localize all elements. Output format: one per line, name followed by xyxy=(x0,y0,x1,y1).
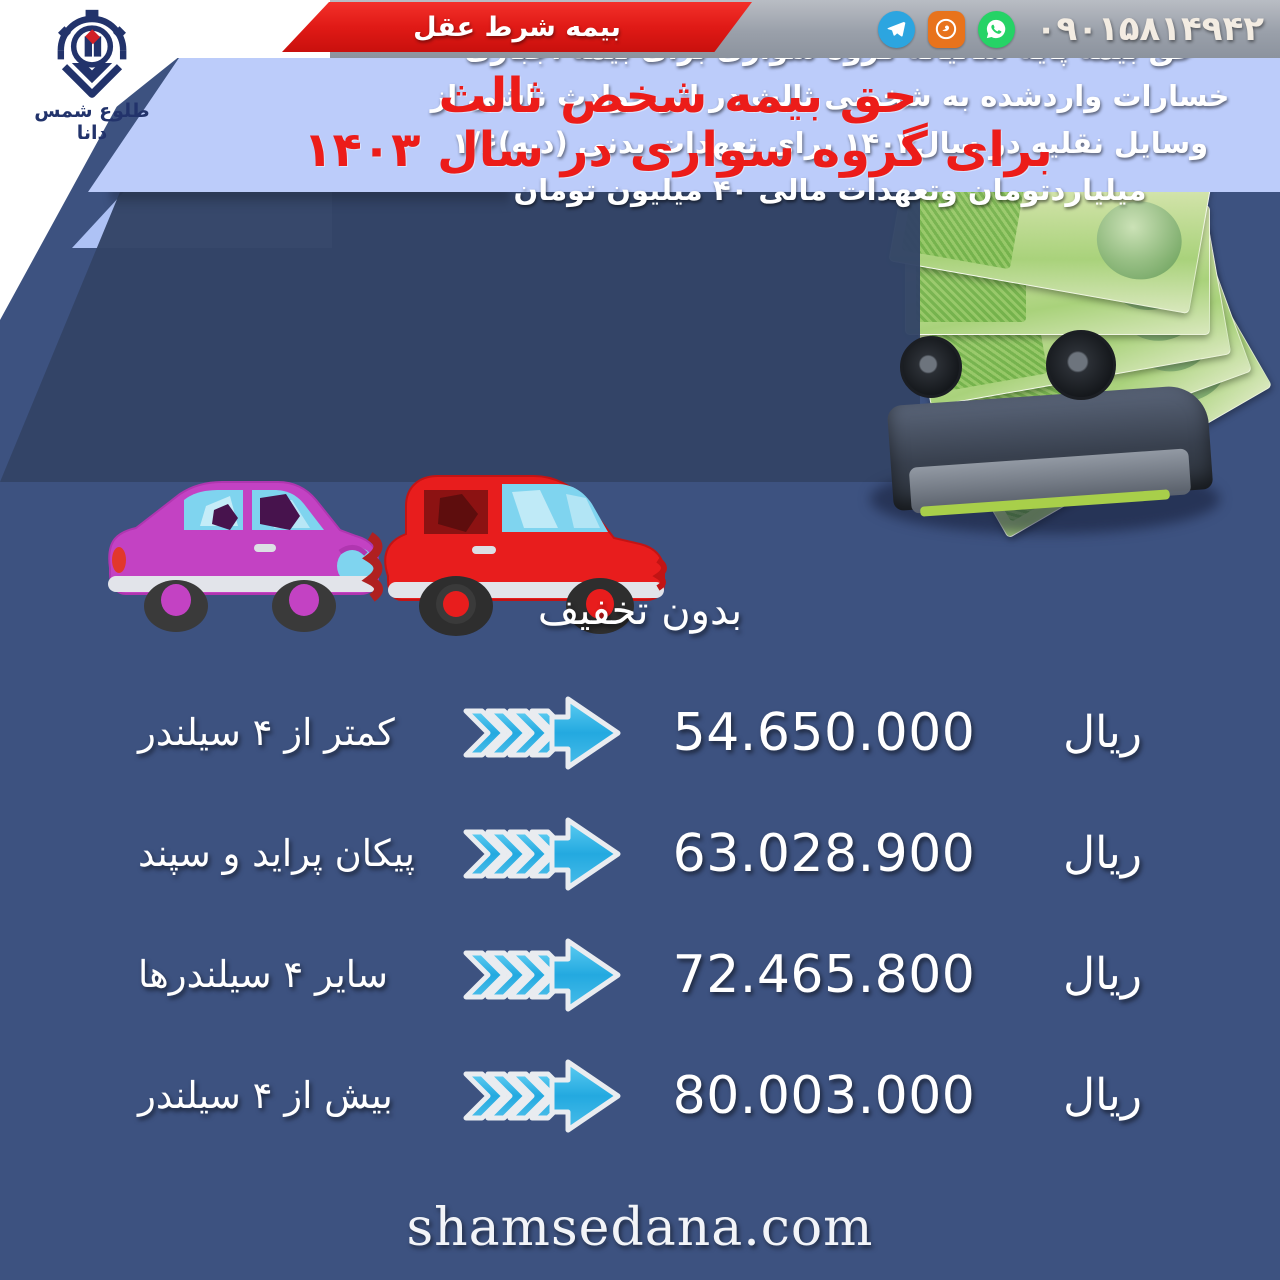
two-cars-collision-icon xyxy=(88,448,678,638)
shamsedana-emblem-icon xyxy=(57,9,127,98)
page-title: حق بیمه شخص ثالث برای گروه سواری در سال … xyxy=(88,58,1268,190)
page-title-line2: برای گروه سواری در سال ۱۴۰۳ xyxy=(303,122,1053,178)
row-amount: 80.003.000 xyxy=(672,1065,976,1126)
slogan-banner-label: بیمه شرط عقل xyxy=(413,11,621,43)
page-title-line1: حق بیمه شخص ثالث xyxy=(438,68,918,125)
iranian-banknotes-fan-icon xyxy=(800,133,1273,539)
row-currency: ریال xyxy=(1063,949,1142,1000)
row-currency: ریال xyxy=(1063,828,1142,879)
header-band-shadow xyxy=(110,188,510,208)
brand-logo: طلوع شمس دانا xyxy=(16,6,168,144)
arrow-right-icon xyxy=(456,1056,626,1136)
description-panel-background xyxy=(0,192,920,482)
row-amount: 72.465.800 xyxy=(672,944,976,1005)
phone-number[interactable]: ۰۹۰۱۵۸۱۴۹۴۲ xyxy=(1035,9,1264,49)
row-label: سایر ۴ سیلندرها xyxy=(138,953,389,996)
row-currency: ریال xyxy=(1063,707,1142,758)
row-amount: 63.028.900 xyxy=(672,823,976,884)
website-footer[interactable]: shamsedana.com xyxy=(406,1198,874,1258)
arrow-right-icon xyxy=(456,693,626,773)
overturned-car-photo-icon xyxy=(860,330,1240,540)
row-label: کمتر از ۴ سیلندر xyxy=(138,711,395,754)
row-label: پیکان پراید و سپند xyxy=(138,832,415,875)
row-amount: 54.650.000 xyxy=(672,702,976,763)
arrow-right-icon xyxy=(456,814,626,894)
slogan-banner: بیمه شرط عقل xyxy=(282,2,752,52)
header-band xyxy=(88,52,1280,192)
contact-bar: ۰۹۰۱۵۸۱۴۹۴۲ xyxy=(877,0,1270,58)
section-heading: بدون تخفیف xyxy=(537,588,743,634)
table-row: ریال 72.465.800 سایر ۴ سیلندرها xyxy=(0,914,1280,1035)
table-row: ریال 63.028.900 پیکان پراید و سپند xyxy=(0,793,1280,914)
price-table: ریال 54.650.000 xyxy=(0,672,1280,1156)
logo-text: طلوع شمس دانا xyxy=(34,100,150,144)
arrow-right-icon xyxy=(456,935,626,1015)
row-currency: ریال xyxy=(1063,1070,1142,1121)
telegram-icon[interactable] xyxy=(877,10,915,48)
description-panel xyxy=(0,192,1280,482)
table-row: ریال 54.650.000 xyxy=(0,672,1280,793)
eitaa-icon[interactable] xyxy=(927,10,965,48)
table-row: ریال 80.003.000 بیش از ۴ سیلندر xyxy=(0,1035,1280,1156)
row-label: بیش از ۴ سیلندر xyxy=(138,1074,393,1117)
whatsapp-icon[interactable] xyxy=(977,10,1015,48)
